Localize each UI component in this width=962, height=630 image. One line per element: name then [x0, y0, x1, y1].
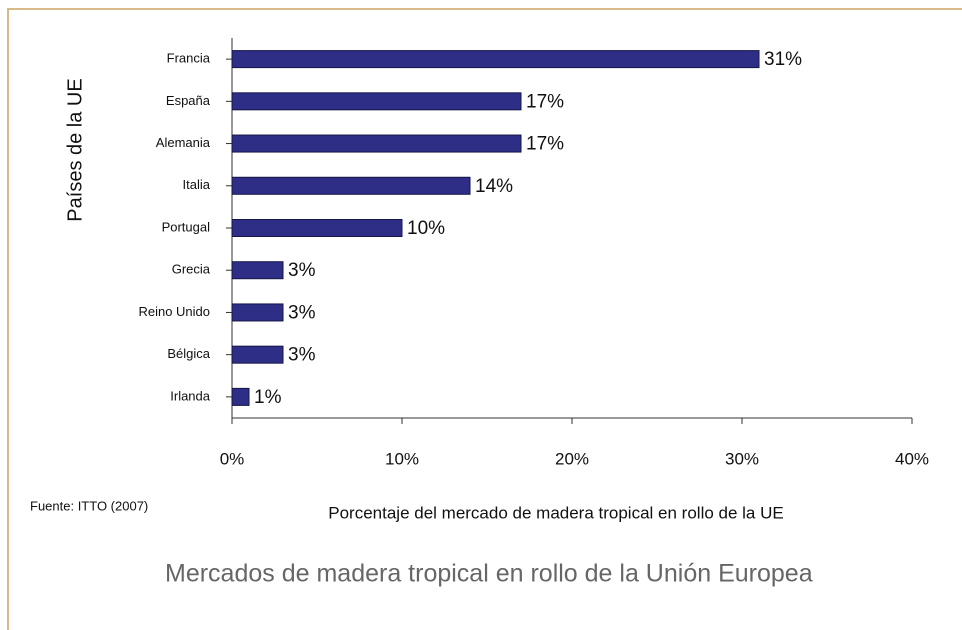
x-tick-label: 30% — [725, 449, 759, 468]
value-label: 3% — [288, 345, 316, 366]
bar — [231, 176, 471, 195]
source: Fuente: ITTO (2007) — [30, 498, 148, 513]
y-tick-label: Alemania — [156, 135, 211, 150]
y-axis-title: Países de la UE — [64, 78, 86, 221]
x-axis-title: Porcentaje del mercado de madera tropica… — [328, 503, 783, 522]
value-label: 3% — [288, 302, 316, 323]
x-tick-label: 20% — [555, 449, 589, 468]
bar — [231, 50, 760, 69]
value-label: 3% — [288, 260, 316, 281]
caption: Mercados de madera tropical en rollo de … — [165, 560, 813, 588]
y-tick-label: Reino Unido — [138, 304, 210, 319]
y-tick-label: Portugal — [162, 219, 211, 234]
frame — [7, 8, 962, 630]
x-tick-label: 40% — [895, 449, 929, 468]
y-tick-label: Irlanda — [170, 388, 211, 403]
bar — [231, 387, 250, 406]
bar — [231, 134, 522, 153]
bar — [231, 303, 284, 322]
x-tick-label: 10% — [385, 449, 419, 468]
value-label: 10% — [407, 218, 445, 239]
bar — [231, 92, 522, 111]
x-tick-label: 0% — [220, 449, 245, 468]
y-tick-label: Italia — [183, 177, 211, 192]
value-label: 31% — [764, 49, 802, 70]
value-label: 1% — [254, 387, 282, 408]
y-tick-label: Francia — [167, 51, 211, 66]
value-label: 14% — [475, 176, 513, 197]
y-tick-label: Bélgica — [167, 346, 210, 361]
bar — [231, 345, 284, 364]
value-label: 17% — [526, 91, 564, 112]
y-tick-label: Grecia — [172, 262, 211, 277]
bar — [231, 219, 403, 237]
value-label: 17% — [526, 134, 564, 155]
y-tick-label: España — [166, 93, 211, 108]
bar — [231, 261, 284, 280]
